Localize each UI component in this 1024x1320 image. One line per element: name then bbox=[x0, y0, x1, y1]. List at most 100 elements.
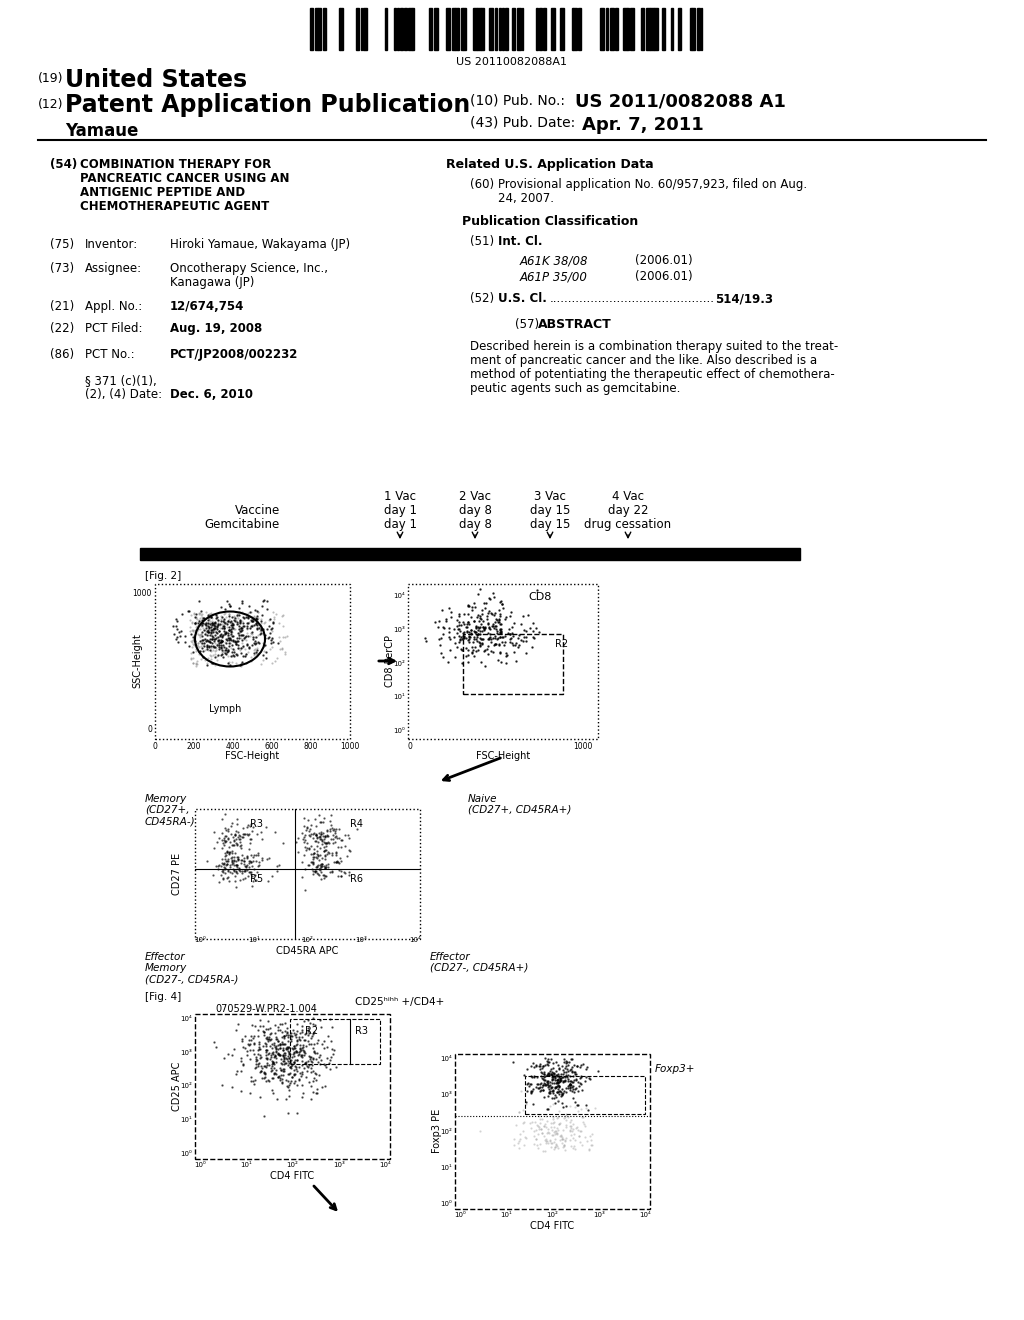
Point bbox=[243, 828, 259, 849]
Point bbox=[554, 1129, 570, 1150]
Point bbox=[466, 610, 482, 631]
Point bbox=[238, 652, 254, 673]
Point bbox=[286, 1045, 302, 1067]
Point bbox=[271, 1045, 288, 1067]
Point bbox=[197, 612, 213, 634]
Point bbox=[222, 595, 239, 616]
Point bbox=[539, 1130, 555, 1151]
Point bbox=[206, 821, 222, 842]
Point bbox=[215, 615, 231, 636]
Text: 800: 800 bbox=[304, 742, 318, 751]
Point bbox=[534, 1080, 550, 1101]
Point bbox=[559, 1059, 575, 1080]
Point bbox=[225, 618, 242, 639]
Point bbox=[510, 1133, 526, 1154]
Point bbox=[263, 1067, 280, 1088]
Point bbox=[307, 1043, 324, 1064]
Point bbox=[537, 1055, 553, 1076]
Point bbox=[256, 1024, 272, 1045]
Text: (2006.01): (2006.01) bbox=[635, 271, 692, 282]
Point bbox=[494, 614, 510, 635]
Point bbox=[479, 639, 496, 660]
Point bbox=[551, 1057, 567, 1078]
Point bbox=[229, 611, 246, 632]
Point bbox=[194, 615, 210, 636]
Point bbox=[203, 603, 219, 624]
Point bbox=[583, 1134, 599, 1155]
Point bbox=[186, 622, 203, 643]
Bar bbox=[505, 8, 508, 50]
Point bbox=[579, 1067, 595, 1088]
Point bbox=[186, 634, 203, 655]
Point bbox=[272, 1035, 289, 1056]
Point bbox=[467, 628, 483, 649]
Point bbox=[313, 857, 330, 878]
Point bbox=[297, 1053, 313, 1074]
Point bbox=[321, 833, 337, 854]
Point bbox=[262, 1018, 279, 1039]
Point bbox=[539, 1064, 555, 1085]
Point bbox=[257, 611, 273, 632]
Point bbox=[552, 1080, 568, 1101]
Point bbox=[276, 1043, 293, 1064]
Point bbox=[319, 825, 336, 846]
Bar bbox=[362, 8, 367, 50]
Point bbox=[271, 1044, 288, 1065]
Point bbox=[265, 1082, 282, 1104]
Point bbox=[230, 849, 247, 870]
Point bbox=[242, 1034, 258, 1055]
Point bbox=[562, 1119, 579, 1140]
Point bbox=[234, 624, 251, 645]
Point bbox=[209, 623, 225, 644]
Point bbox=[200, 630, 216, 651]
Point bbox=[240, 642, 256, 663]
Point bbox=[258, 817, 274, 838]
Point bbox=[260, 1055, 276, 1076]
Point bbox=[248, 870, 264, 891]
Bar bbox=[600, 8, 604, 50]
Point bbox=[510, 636, 526, 657]
Bar bbox=[404, 8, 407, 50]
Point bbox=[225, 826, 242, 847]
Point bbox=[272, 631, 289, 652]
Point bbox=[256, 635, 272, 656]
Point bbox=[544, 1065, 560, 1086]
Point bbox=[190, 610, 207, 631]
Point bbox=[205, 614, 221, 635]
Point bbox=[196, 610, 212, 631]
Point bbox=[243, 1067, 259, 1088]
Point bbox=[574, 1111, 591, 1133]
Text: (86): (86) bbox=[50, 348, 74, 360]
Point bbox=[451, 603, 467, 624]
Point bbox=[529, 1138, 546, 1159]
Bar bbox=[140, 548, 800, 560]
Point bbox=[263, 1060, 280, 1081]
Point bbox=[293, 1039, 309, 1060]
Point bbox=[243, 610, 259, 631]
Point bbox=[264, 628, 281, 649]
Point bbox=[194, 630, 210, 651]
Point bbox=[243, 862, 259, 883]
Point bbox=[566, 1061, 583, 1082]
Point bbox=[262, 1028, 279, 1049]
Point bbox=[282, 1063, 298, 1084]
Point bbox=[217, 644, 233, 665]
Point bbox=[317, 1057, 334, 1078]
Point bbox=[220, 818, 237, 840]
Point bbox=[550, 1119, 566, 1140]
Point bbox=[187, 616, 204, 638]
Point bbox=[544, 1119, 560, 1140]
Text: 4 Vac: 4 Vac bbox=[612, 490, 644, 503]
Text: Hiroki Yamaue, Wakayama (JP): Hiroki Yamaue, Wakayama (JP) bbox=[170, 238, 350, 251]
Point bbox=[249, 609, 265, 630]
Point bbox=[193, 611, 209, 632]
Point bbox=[552, 1071, 568, 1092]
Point bbox=[494, 631, 510, 652]
Point bbox=[541, 1122, 557, 1143]
Point bbox=[283, 1049, 299, 1071]
Point bbox=[214, 614, 230, 635]
Point bbox=[253, 1060, 269, 1081]
Point bbox=[200, 630, 216, 651]
Point bbox=[554, 1085, 570, 1106]
Point bbox=[181, 635, 198, 656]
